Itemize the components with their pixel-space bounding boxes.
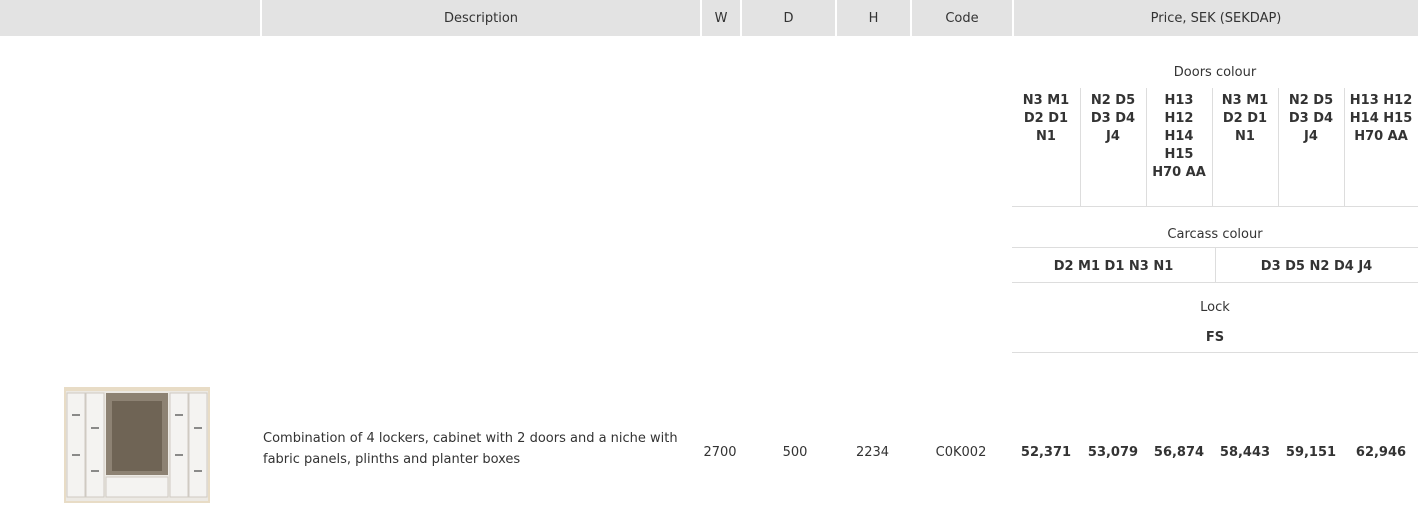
price: 53,079 xyxy=(1087,444,1139,460)
divider xyxy=(1215,248,1216,282)
doors-colour: H13 H12 H14 H15 H70 AA xyxy=(1349,93,1413,144)
header-cell: H xyxy=(835,0,910,36)
depth: 500 xyxy=(782,444,808,460)
divider xyxy=(1012,352,1418,353)
price: 56,874 xyxy=(1153,444,1205,460)
header-cell: D xyxy=(740,0,835,36)
width: 2700 xyxy=(703,444,737,460)
header-cell: Code xyxy=(910,0,1012,36)
header-cell: Description xyxy=(260,0,700,36)
divider xyxy=(1146,88,1147,206)
doors-colour: H13 H12 H14 H15 H70 AA xyxy=(1152,93,1206,180)
divider xyxy=(1012,247,1418,248)
divider xyxy=(1012,206,1418,207)
price: 59,151 xyxy=(1285,444,1337,460)
divider xyxy=(1344,88,1345,206)
doors-colour: N3 M1 D2 D1 N1 xyxy=(1022,93,1070,144)
price: 58,443 xyxy=(1219,444,1271,460)
divider xyxy=(1212,88,1213,206)
lock-title: Lock xyxy=(1200,299,1230,315)
doors-colour: N2 D5 D3 D4 J4 xyxy=(1288,93,1334,144)
header-cell: Price, SEK (SEKDAP) xyxy=(1012,0,1418,36)
description: Combination of 4 lockers, cabinet with 2… xyxy=(263,431,678,467)
lock-code: FS xyxy=(1205,329,1225,345)
height: 2234 xyxy=(855,444,890,460)
divider xyxy=(1012,282,1418,283)
header-cell: W xyxy=(700,0,740,36)
product-image xyxy=(64,387,210,503)
divider xyxy=(1080,88,1081,206)
code: C0K002 xyxy=(935,444,987,460)
carcass-title: Carcass colour xyxy=(1167,226,1263,242)
doors-colour: N2 D5 D3 D4 J4 xyxy=(1090,93,1136,144)
price: 62,946 xyxy=(1355,444,1407,460)
doors-title: Doors colour xyxy=(1173,64,1257,80)
doors-colour: N3 M1 D2 D1 N1 xyxy=(1221,93,1269,144)
price: 52,371 xyxy=(1020,444,1072,460)
carcass-colour: D2 M1 D1 N3 N1 xyxy=(1053,258,1174,274)
carcass-colour: D3 D5 N2 D4 J4 xyxy=(1260,258,1373,274)
header-cell xyxy=(0,0,260,36)
divider xyxy=(1278,88,1279,206)
